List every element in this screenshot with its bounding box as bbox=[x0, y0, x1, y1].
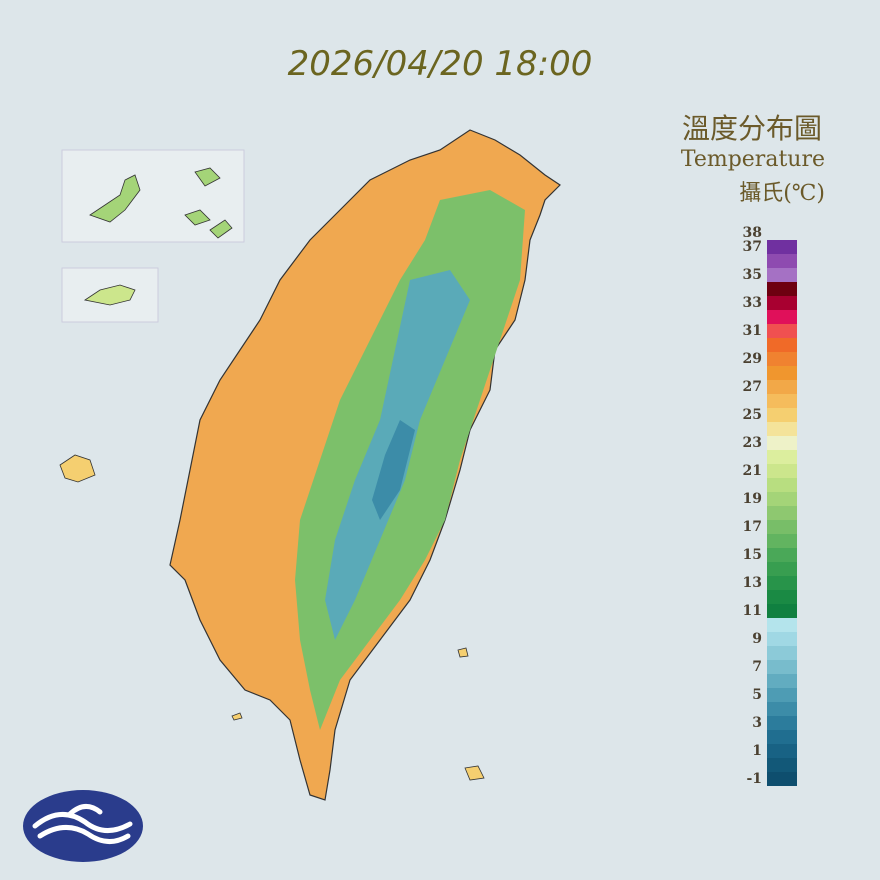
legend-label: 29 bbox=[743, 351, 762, 367]
datetime: 2026/04/20 18:00 bbox=[288, 44, 593, 84]
color-swatch bbox=[767, 590, 797, 604]
island bbox=[231, 647, 485, 781]
legend-label: 37 bbox=[743, 239, 762, 255]
color-swatch bbox=[767, 604, 797, 618]
color-swatch bbox=[767, 324, 797, 338]
color-swatch bbox=[767, 492, 797, 506]
color-swatch bbox=[767, 646, 797, 660]
legend-label: 3 bbox=[752, 715, 762, 731]
color-swatch bbox=[767, 268, 797, 282]
island bbox=[184, 167, 233, 239]
legend-label: 19 bbox=[743, 491, 762, 507]
color-swatch bbox=[767, 240, 797, 254]
inset-box bbox=[61, 149, 245, 243]
legend-label: 25 bbox=[743, 407, 762, 423]
color-swatch bbox=[767, 282, 797, 296]
island bbox=[89, 174, 141, 223]
legend-label: 9 bbox=[752, 631, 762, 647]
color-swatch bbox=[767, 506, 797, 520]
legend-label: 33 bbox=[743, 295, 762, 311]
color-swatch bbox=[767, 296, 797, 310]
color-swatch bbox=[767, 436, 797, 450]
legend-label: 21 bbox=[743, 463, 762, 479]
color-swatch bbox=[767, 548, 797, 562]
color-swatch bbox=[767, 338, 797, 352]
legend-label: 23 bbox=[743, 435, 762, 451]
legend-label: 1 bbox=[752, 743, 762, 759]
color-swatch bbox=[767, 310, 797, 324]
legend-label: 11 bbox=[743, 603, 762, 619]
color-swatch bbox=[767, 366, 797, 380]
legend-title: 溫度分布圖 bbox=[682, 112, 822, 145]
island bbox=[59, 454, 96, 483]
color-swatch bbox=[767, 408, 797, 422]
color-swatch bbox=[767, 716, 797, 730]
legend-label: 17 bbox=[743, 519, 762, 535]
color-swatch bbox=[767, 534, 797, 548]
color-swatch bbox=[767, 450, 797, 464]
color-swatch bbox=[767, 394, 797, 408]
legend-label: 13 bbox=[743, 575, 762, 591]
color-swatch bbox=[767, 618, 797, 632]
color-swatch bbox=[767, 562, 797, 576]
color-swatch bbox=[767, 422, 797, 436]
color-swatch bbox=[767, 632, 797, 646]
color-swatch bbox=[767, 254, 797, 268]
color-swatch bbox=[767, 730, 797, 744]
peak-zone bbox=[372, 420, 415, 520]
color-swatch bbox=[767, 520, 797, 534]
legend-label: 15 bbox=[743, 547, 762, 563]
color-swatch bbox=[767, 688, 797, 702]
legend-label: 35 bbox=[743, 267, 762, 283]
legend-label: 5 bbox=[752, 687, 762, 703]
legend-label: -1 bbox=[746, 771, 762, 787]
island bbox=[83, 284, 136, 306]
color-swatch bbox=[767, 674, 797, 688]
color-swatch bbox=[767, 660, 797, 674]
color-swatch bbox=[767, 758, 797, 772]
color-swatch bbox=[767, 772, 797, 786]
legend-label: 31 bbox=[743, 323, 762, 339]
color-swatch bbox=[767, 380, 797, 394]
logo bbox=[23, 790, 143, 862]
color-swatch bbox=[767, 702, 797, 716]
logo-mark bbox=[32, 804, 133, 844]
legend-unit: 攝氏(℃) bbox=[739, 181, 825, 206]
color-swatch bbox=[767, 352, 797, 366]
color-swatch bbox=[767, 576, 797, 590]
legend-label: 7 bbox=[752, 659, 762, 675]
color-swatch bbox=[767, 744, 797, 758]
legend-subtitle: Temperature bbox=[681, 147, 825, 172]
legend-label: 38 bbox=[743, 225, 762, 241]
legend-label: 27 bbox=[743, 379, 762, 395]
color-swatch bbox=[767, 478, 797, 492]
color-swatch bbox=[767, 464, 797, 478]
